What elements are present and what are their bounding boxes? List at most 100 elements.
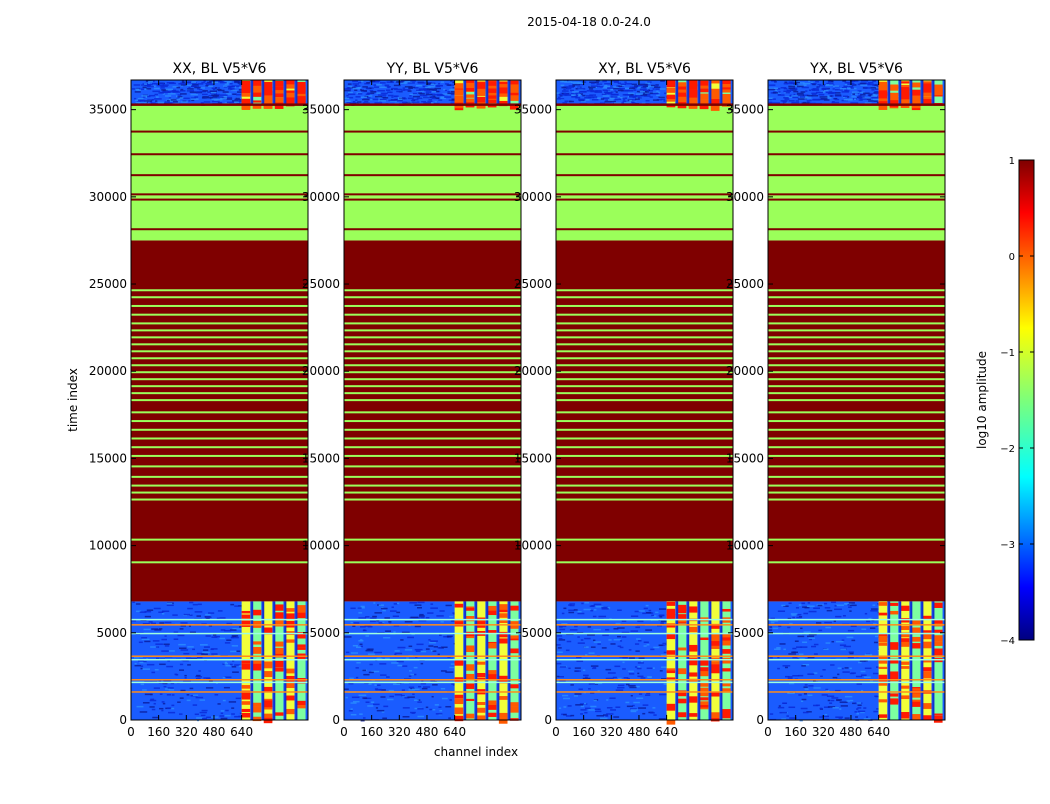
signal-hotspot (911, 627, 921, 635)
noise-speck (393, 603, 398, 605)
noise-speck (158, 628, 163, 630)
noise-speck (787, 617, 792, 620)
signal-hotspot (699, 701, 709, 706)
signal-hotspot (710, 103, 720, 111)
noise-speck (789, 88, 798, 90)
signal-hotspot (509, 702, 519, 707)
noise-speck (407, 636, 414, 639)
noise-speck (411, 101, 420, 103)
noise-speck (858, 661, 862, 664)
signal-hotspot (465, 713, 475, 719)
noise-speck (839, 644, 847, 646)
noise-speck (589, 81, 597, 84)
noise-speck (607, 97, 615, 100)
signal-hotspot (677, 89, 687, 97)
noise-speck (777, 610, 786, 612)
noise-speck (357, 101, 362, 103)
signal-hotspot (509, 606, 519, 610)
noise-speck (643, 641, 649, 644)
noise-speck (802, 94, 809, 97)
red-line (556, 193, 733, 196)
noise-speck (827, 95, 830, 97)
y-tick-label: 5000 (733, 626, 764, 640)
green-line (344, 371, 521, 374)
noise-speck (237, 100, 241, 102)
noise-speck (189, 631, 196, 634)
noise-speck (566, 88, 570, 90)
signal-hotspot (465, 616, 475, 622)
noise-speck (849, 604, 857, 607)
noise-speck (823, 648, 829, 651)
noise-speck (630, 93, 634, 96)
signal-hotspot (710, 661, 720, 665)
noise-speck (659, 616, 663, 618)
noise-speck (232, 635, 237, 638)
noise-speck (600, 98, 605, 100)
noise-speck (847, 604, 850, 606)
noise-speck (876, 708, 881, 710)
noise-speck (201, 81, 205, 84)
noise-speck (622, 668, 626, 670)
noise-speck (783, 90, 791, 93)
x-tick-label: 640 (655, 725, 678, 739)
noise-speck (211, 716, 219, 718)
green-line (344, 420, 521, 423)
noise-speck (449, 666, 455, 669)
signal-hotspot (274, 641, 284, 647)
signal-hotspot (465, 683, 475, 689)
noise-speck (155, 657, 160, 660)
noise-speck (816, 622, 822, 624)
noise-speck (637, 672, 640, 675)
signal-hotspot (900, 661, 910, 665)
noise-speck (225, 664, 231, 667)
noise-speck (417, 601, 425, 604)
noise-speck (807, 673, 815, 675)
noise-speck (154, 629, 162, 631)
noise-speck (451, 99, 457, 101)
noise-speck (849, 672, 855, 675)
noise-speck (180, 689, 186, 692)
green-line (344, 313, 521, 316)
noise-speck (608, 99, 614, 101)
y-tick-label: 0 (332, 713, 340, 727)
noise-speck (786, 82, 794, 85)
noise-speck (624, 94, 631, 96)
noise-speck (348, 682, 354, 685)
noise-speck (153, 607, 161, 610)
signal-hotspot (263, 706, 273, 710)
noise-speck (864, 102, 872, 104)
noise-speck (416, 89, 421, 92)
noise-speck (188, 625, 191, 627)
signal-hotspot (487, 98, 497, 104)
noise-speck (619, 84, 625, 87)
noise-speck (856, 683, 862, 685)
noise-speck (855, 675, 863, 678)
signal-hotspot (699, 704, 709, 708)
noise-speck (562, 102, 568, 104)
noise-speck (870, 608, 878, 610)
signal-hotspot (241, 610, 251, 614)
noise-speck (362, 669, 367, 672)
green-line (556, 350, 733, 353)
noise-speck (219, 94, 228, 96)
noise-speck (197, 83, 204, 85)
noise-speck (783, 87, 788, 90)
x-tick-label: 0 (552, 725, 560, 739)
x-tick-label: 0 (127, 725, 135, 739)
noise-speck (195, 677, 201, 680)
noise-speck (186, 699, 191, 702)
noise-speck (150, 698, 155, 701)
signal-hotspot (721, 683, 731, 687)
noise-speck (365, 701, 370, 703)
noise-speck (589, 94, 597, 96)
noise-speck (164, 101, 170, 103)
noise-speck (222, 699, 226, 702)
noise-speck (172, 100, 176, 102)
noise-speck (208, 94, 214, 97)
red-line (131, 153, 308, 156)
noise-speck (445, 705, 452, 708)
noise-speck (151, 708, 156, 711)
noise-speck (167, 93, 176, 95)
noise-speck (140, 97, 144, 100)
panel-frame (130, 79, 309, 721)
